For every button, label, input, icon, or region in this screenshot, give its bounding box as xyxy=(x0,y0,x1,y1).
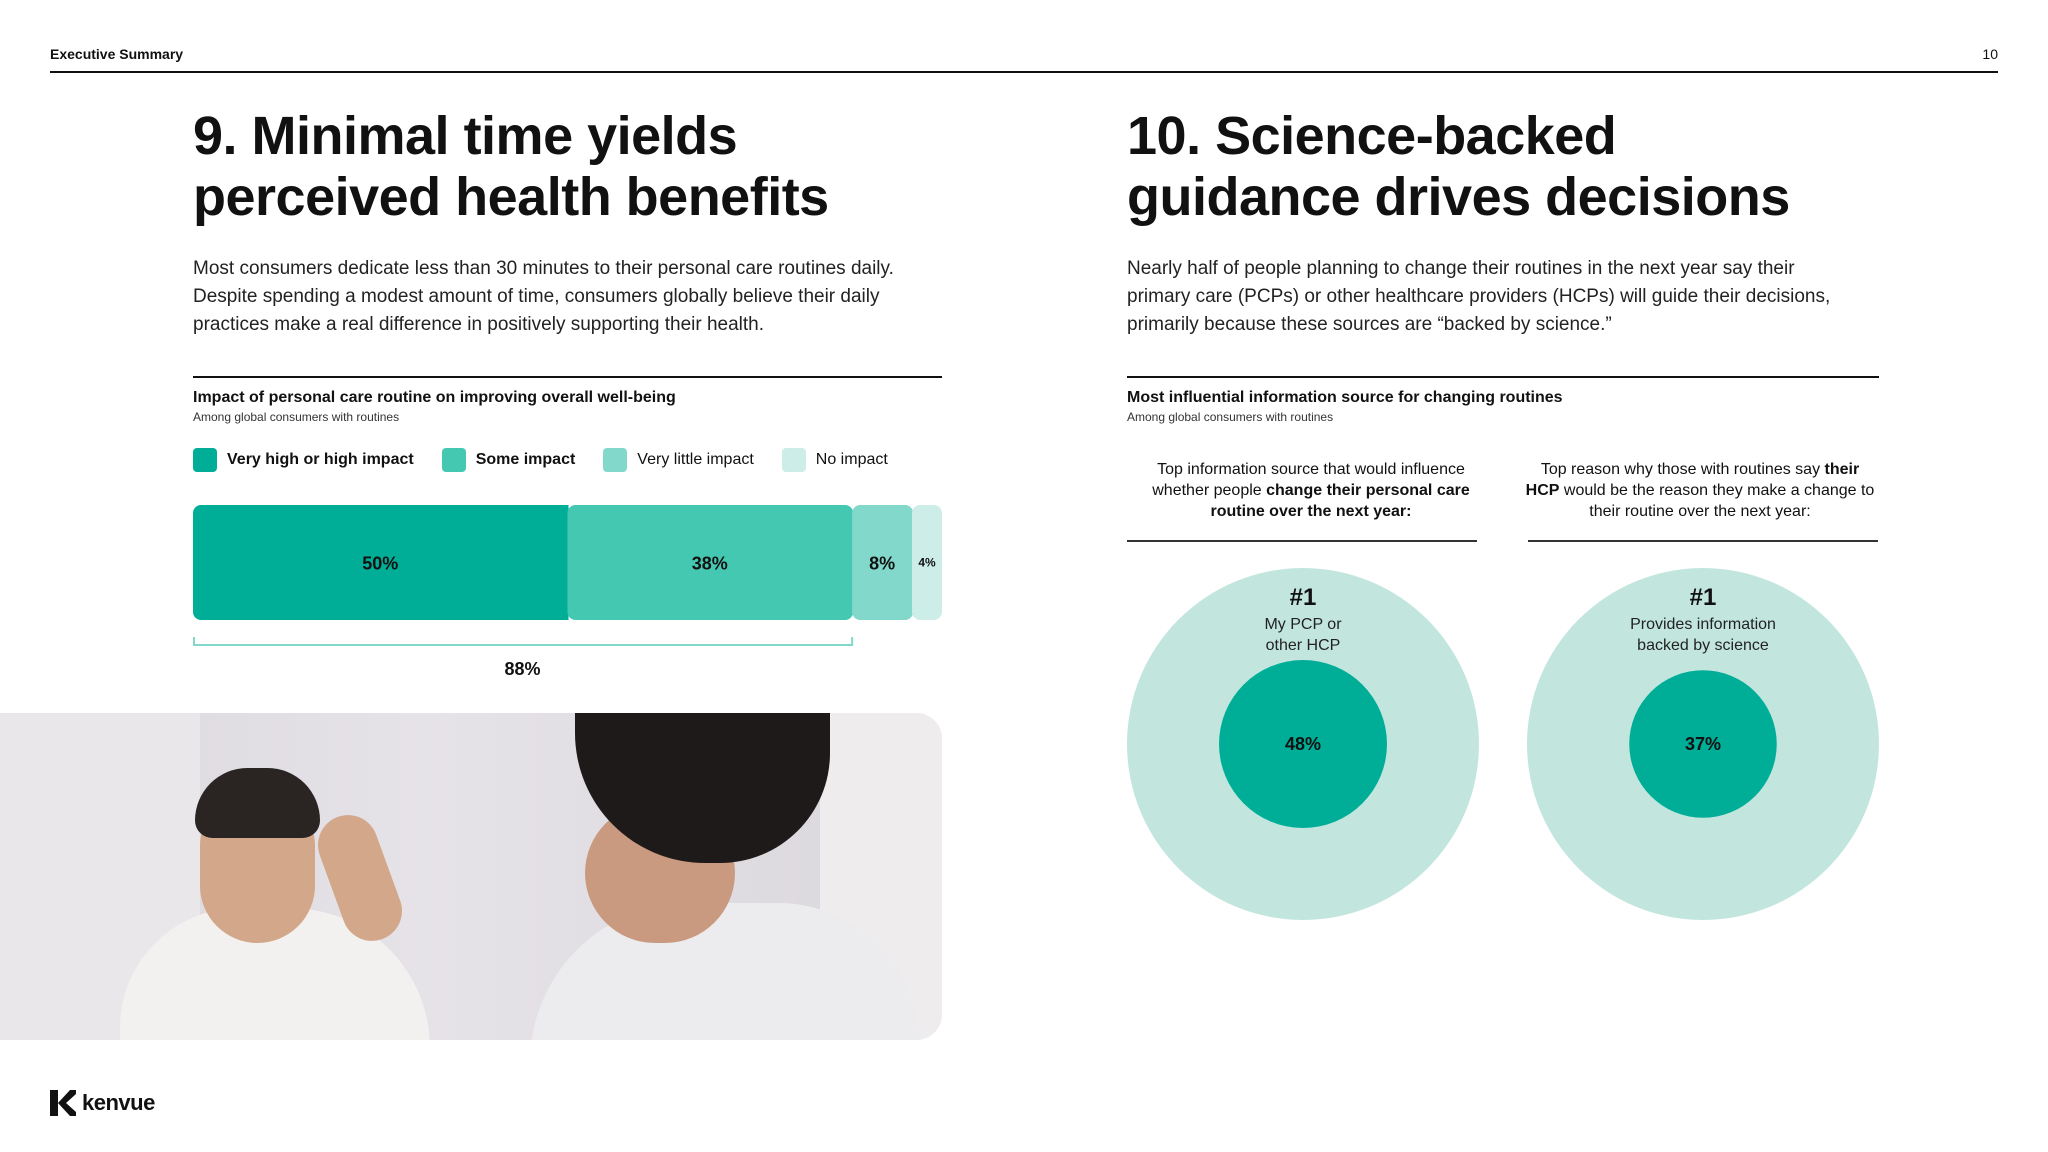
bar-value-label: 38% xyxy=(692,554,728,574)
legend-label: No impact xyxy=(815,451,888,468)
legend-item: Very little impact xyxy=(603,448,754,472)
total-bracket xyxy=(193,637,854,646)
legend-label: Very high or high impact xyxy=(227,451,414,468)
circle-caption-line: backed by science xyxy=(1637,637,1769,654)
left-chart-title: Impact of personal care routine on impro… xyxy=(193,389,676,406)
page-number: 10 xyxy=(1982,46,1998,62)
col2-heading-text: Top reason why those with routines say xyxy=(1540,461,1825,478)
col2-divider xyxy=(1528,540,1878,542)
left-chart-subtitle: Among global consumers with routines xyxy=(193,410,400,424)
brand-wordmark: kenvue xyxy=(82,1090,155,1115)
col1-heading: Top information source that would influe… xyxy=(1136,459,1486,522)
right-section-body: Nearly half of people planning to change… xyxy=(1127,258,1831,335)
legend-swatch xyxy=(781,448,806,472)
legend-item: Very high or high impact xyxy=(193,448,414,472)
right-chart-divider xyxy=(1127,376,1879,378)
right-chart-subtitle: Among global consumers with routines xyxy=(1127,410,1334,424)
col1-heading-emphasis: change their personal care routine over … xyxy=(1210,482,1470,520)
bar-value-label: 4% xyxy=(918,556,936,570)
inner-circle xyxy=(1219,660,1387,828)
left-section-body: Most consumers dedicate less than 30 min… xyxy=(193,258,894,335)
legend-swatch xyxy=(193,448,217,472)
value-label: 48% xyxy=(1285,734,1321,754)
bar-segment xyxy=(567,505,854,620)
col2-heading-text-end: would be the reason they make a change t… xyxy=(1559,482,1875,520)
kenvue-k-icon xyxy=(50,1090,76,1116)
col1-heading-text: Top information source that would influe… xyxy=(1152,461,1465,499)
rank-label: #1 xyxy=(1290,584,1317,611)
inner-circle xyxy=(1629,670,1777,818)
man-mirror-photo xyxy=(0,713,942,1040)
right-chart-title: Most influential information source for … xyxy=(1127,389,1563,406)
legend-item: Some impact xyxy=(441,448,576,472)
bar-segment xyxy=(193,505,569,620)
hcp-circle-chart: #1 My PCP or other HCP 48% xyxy=(1127,568,1479,920)
value-label: 37% xyxy=(1685,734,1721,754)
bar-value-label: 8% xyxy=(869,554,895,574)
left-section-title: 9. Minimal time yields perceived health … xyxy=(193,106,829,227)
circle-caption-line: My PCP or xyxy=(1264,616,1342,633)
bar-value-label: 50% xyxy=(362,554,398,574)
science-circle-chart: #1 Provides information backed by scienc… xyxy=(1527,568,1879,920)
header-divider xyxy=(50,71,1998,73)
col2-heading: Top reason why those with routines say t… xyxy=(1525,459,1875,522)
rank-label: #1 xyxy=(1690,584,1717,611)
legend-item: No impact xyxy=(781,448,888,472)
circle-caption-line: other HCP xyxy=(1266,637,1341,654)
chart-legend: Very high or high impact Some impact Ver… xyxy=(193,448,916,472)
legend-label: Some impact xyxy=(475,451,576,468)
col2-heading-emphasis: their HCP xyxy=(1525,461,1860,499)
legend-swatch xyxy=(441,448,466,472)
bar-segment xyxy=(852,505,914,620)
section-label: Executive Summary xyxy=(50,46,184,62)
col1-divider xyxy=(1127,540,1477,542)
total-label: 88% xyxy=(505,659,541,679)
kenvue-logo: kenvue xyxy=(50,1090,155,1116)
left-chart-divider xyxy=(193,376,942,378)
right-section-title: 10. Science-backed guidance drives decis… xyxy=(1127,106,1790,227)
bar-segment xyxy=(912,505,942,620)
legend-label: Very little impact xyxy=(637,451,754,468)
circle-caption-line: Provides information xyxy=(1630,616,1776,633)
stacked-bar-chart: 50% 38% 8% 4% 88% xyxy=(193,505,942,679)
legend-swatch xyxy=(603,448,628,472)
